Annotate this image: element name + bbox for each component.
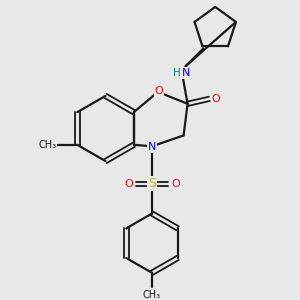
Text: CH₃: CH₃ [143,290,161,300]
Text: O: O [171,179,180,189]
Text: O: O [154,86,163,96]
Text: O: O [124,179,133,189]
Text: H: H [173,68,181,78]
Text: N: N [148,142,156,152]
Text: O: O [212,94,220,104]
Text: CH₃: CH₃ [39,140,57,150]
Text: S: S [148,177,156,190]
Text: N: N [182,68,190,78]
